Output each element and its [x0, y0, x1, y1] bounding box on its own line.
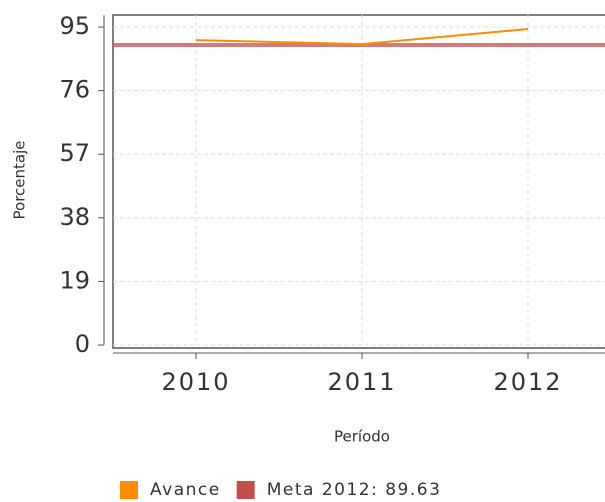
y-tick-label: 38: [59, 203, 90, 231]
plot-area: [112, 14, 605, 349]
legend-swatch: [236, 481, 255, 499]
legend-label: Avance: [150, 480, 221, 500]
y-tick-label: 57: [59, 139, 90, 167]
legend-swatch: [120, 481, 138, 499]
x-axis-label: Período: [334, 428, 390, 446]
x-tick-label: 2010: [161, 368, 230, 396]
y-axis-label: Porcentaje: [11, 141, 29, 220]
y-tick-label: 76: [59, 76, 90, 104]
data-line: [195, 28, 529, 46]
legend-label: Meta 2012: 89.63: [267, 480, 442, 500]
y-tick-label: 95: [59, 12, 90, 40]
x-tick-label: 2012: [493, 368, 562, 396]
y-tick-label: 19: [59, 266, 90, 294]
x-tick-label: 2011: [327, 368, 396, 396]
y-tick-label: 0: [75, 330, 90, 358]
